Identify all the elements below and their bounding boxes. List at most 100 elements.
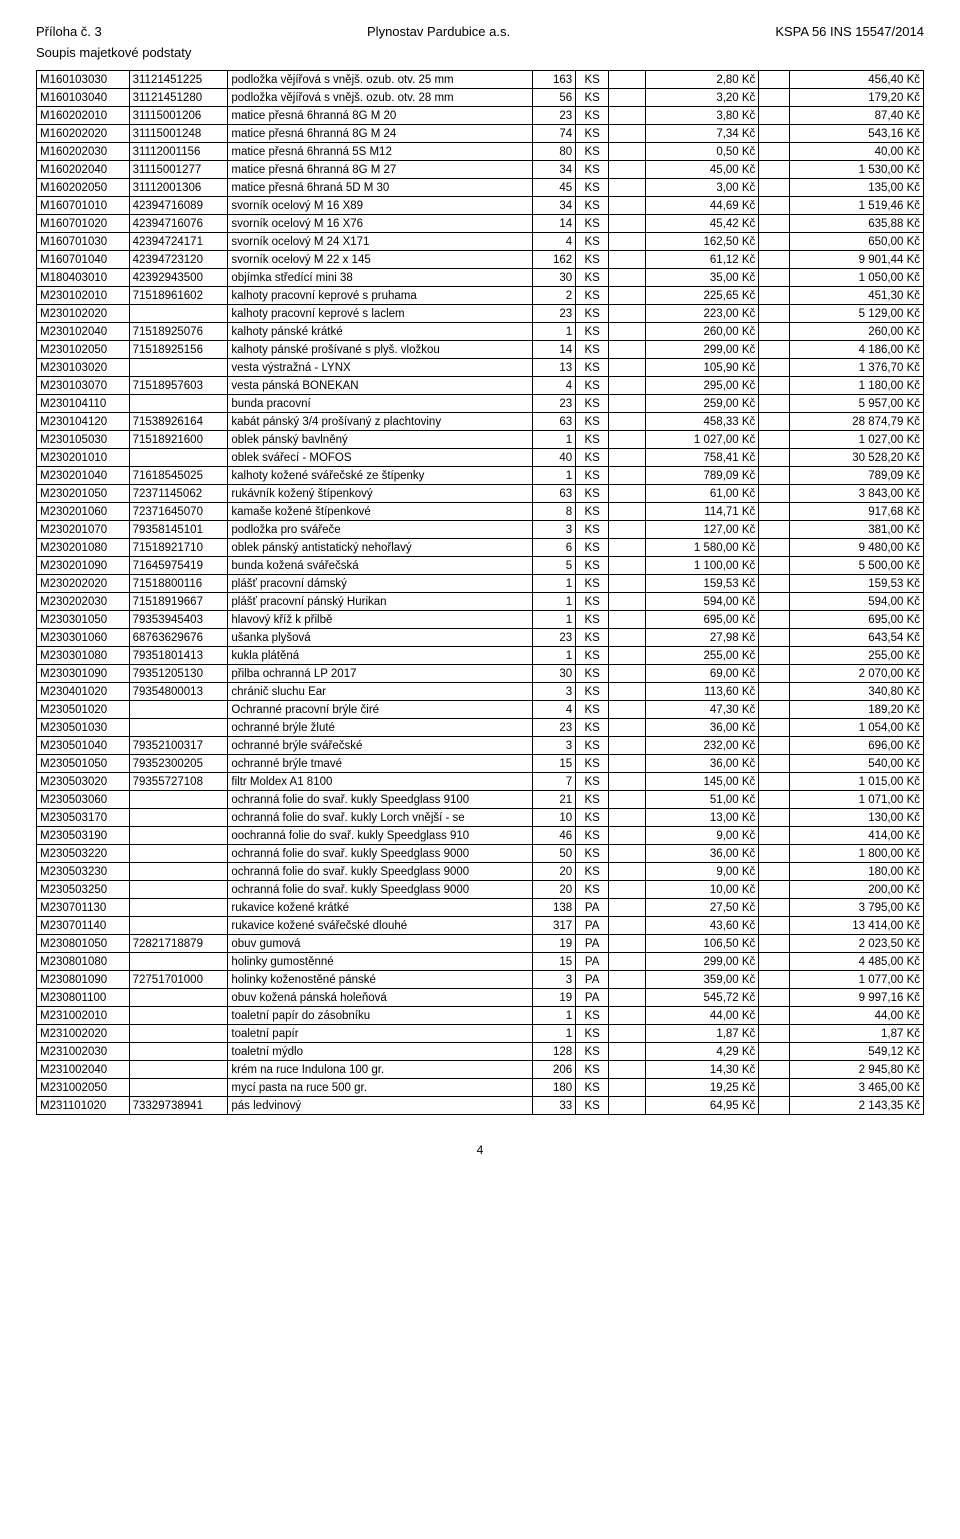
table-cell	[759, 935, 790, 953]
table-cell: hlavový kříž k přilbě	[228, 611, 533, 629]
header-right: KSPA 56 INS 15547/2014	[775, 24, 924, 39]
table-cell: 14,30 Kč	[646, 1061, 759, 1079]
table-cell: 1 180,00 Kč	[790, 377, 924, 395]
table-cell: 36,00 Kč	[646, 755, 759, 773]
table-cell: KS	[576, 413, 609, 431]
table-cell: M230401020	[37, 683, 130, 701]
table-cell: M230105030	[37, 431, 130, 449]
table-row: M23020106072371645070kamaše kožené štípe…	[37, 503, 924, 521]
table-cell: M230102040	[37, 323, 130, 341]
table-cell: 695,00 Kč	[790, 611, 924, 629]
table-cell: oochranná folie do svař. kukly Speedglas…	[228, 827, 533, 845]
table-cell: 162,50 Kč	[646, 233, 759, 251]
table-cell: 79351205130	[129, 665, 228, 683]
table-cell	[609, 503, 646, 521]
table-cell: Ochranné pracovní brýle čiré	[228, 701, 533, 719]
table-cell: M230801050	[37, 935, 130, 953]
table-cell: 28 874,79 Kč	[790, 413, 924, 431]
table-cell	[609, 1097, 646, 1115]
table-cell: 5 129,00 Kč	[790, 305, 924, 323]
table-cell: 71518961602	[129, 287, 228, 305]
table-cell: 2 070,00 Kč	[790, 665, 924, 683]
table-cell: 56	[532, 89, 575, 107]
table-cell: 33	[532, 1097, 575, 1115]
table-cell: 1,87 Kč	[646, 1025, 759, 1043]
table-cell: 14	[532, 341, 575, 359]
table-cell: 71518957603	[129, 377, 228, 395]
table-row: M230701140rukavice kožené svářečské dlou…	[37, 917, 924, 935]
table-cell: 13,00 Kč	[646, 809, 759, 827]
table-cell: 23	[532, 107, 575, 125]
table-cell: 13	[532, 359, 575, 377]
table-cell: KS	[576, 593, 609, 611]
table-cell	[609, 89, 646, 107]
table-row: M23010201071518961602kalhoty pracovní ke…	[37, 287, 924, 305]
table-cell: vesta pánská BONEKAN	[228, 377, 533, 395]
table-cell: 789,09 Kč	[646, 467, 759, 485]
table-cell: 456,40 Kč	[790, 71, 924, 89]
table-cell	[759, 647, 790, 665]
table-cell: 69,00 Kč	[646, 665, 759, 683]
table-cell: M230801100	[37, 989, 130, 1007]
table-cell	[759, 449, 790, 467]
table-row: M230503250ochranná folie do svař. kukly …	[37, 881, 924, 899]
table-cell	[759, 827, 790, 845]
table-row: M230501030ochranné brýle žluté23KS36,00 …	[37, 719, 924, 737]
table-cell: mycí pasta na ruce 500 gr.	[228, 1079, 533, 1097]
table-row: M23050104079352100317ochranné brýle svář…	[37, 737, 924, 755]
table-row: M230103020vesta výstražná - LYNX13KS105,…	[37, 359, 924, 377]
table-cell	[759, 863, 790, 881]
table-cell: KS	[576, 1043, 609, 1061]
table-cell: M160202030	[37, 143, 130, 161]
table-cell: plášť pracovní pánský Hurikan	[228, 593, 533, 611]
table-cell	[759, 431, 790, 449]
table-cell: 1 800,00 Kč	[790, 845, 924, 863]
table-cell: M230301080	[37, 647, 130, 665]
table-cell: toaletní papír do zásobníku	[228, 1007, 533, 1025]
table-cell: KS	[576, 557, 609, 575]
table-cell: KS	[576, 287, 609, 305]
table-cell: 72371645070	[129, 503, 228, 521]
table-cell: M230801090	[37, 971, 130, 989]
table-cell	[609, 431, 646, 449]
table-cell	[129, 1007, 228, 1025]
table-cell: 138	[532, 899, 575, 917]
table-cell: 31112001156	[129, 143, 228, 161]
table-cell: přilba ochranná LP 2017	[228, 665, 533, 683]
table-cell	[609, 449, 646, 467]
table-cell: 72751701000	[129, 971, 228, 989]
table-cell	[129, 809, 228, 827]
table-cell: 31115001277	[129, 161, 228, 179]
table-row: M23010205071518925156kalhoty pánské proš…	[37, 341, 924, 359]
table-cell: 20	[532, 881, 575, 899]
attachment-number: Příloha č. 3	[36, 24, 102, 39]
table-cell	[609, 629, 646, 647]
table-row: M230501020Ochranné pracovní brýle čiré4K…	[37, 701, 924, 719]
table-cell: KS	[576, 305, 609, 323]
table-cell: 61,00 Kč	[646, 485, 759, 503]
table-cell: 2 143,35 Kč	[790, 1097, 924, 1115]
table-row: M23020104071618545025kalhoty kožené svář…	[37, 467, 924, 485]
table-cell: 1 580,00 Kč	[646, 539, 759, 557]
table-cell: M230501020	[37, 701, 130, 719]
table-cell	[129, 917, 228, 935]
table-cell: KS	[576, 197, 609, 215]
table-cell: 5 500,00 Kč	[790, 557, 924, 575]
table-cell	[759, 395, 790, 413]
table-cell	[759, 557, 790, 575]
table-cell: obuv gumová	[228, 935, 533, 953]
table-cell: vesta výstražná - LYNX	[228, 359, 533, 377]
table-cell: M230301090	[37, 665, 130, 683]
table-cell	[609, 1061, 646, 1079]
table-cell: 2 023,50 Kč	[790, 935, 924, 953]
table-cell: 71645975419	[129, 557, 228, 575]
table-cell: 68763629676	[129, 629, 228, 647]
table-cell: 260,00 Kč	[646, 323, 759, 341]
table-cell: M230301060	[37, 629, 130, 647]
table-cell: bunda kožená svářečská	[228, 557, 533, 575]
table-cell: 105,90 Kč	[646, 359, 759, 377]
table-cell: rukávník kožený štípenkový	[228, 485, 533, 503]
table-cell	[759, 1061, 790, 1079]
table-cell: 42394724171	[129, 233, 228, 251]
table-cell: 42394716089	[129, 197, 228, 215]
